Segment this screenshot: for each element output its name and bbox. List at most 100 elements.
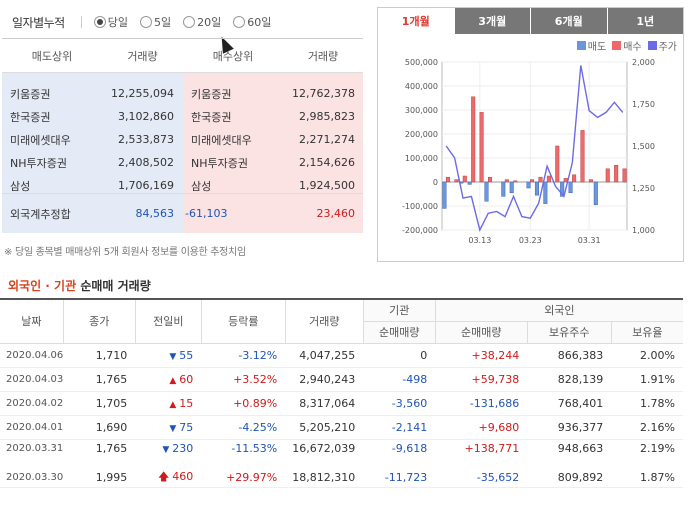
cell-frg-hold: 866,383: [527, 343, 612, 368]
cell-change: 55: [135, 343, 202, 368]
cell-frg-hold: 828,139: [527, 367, 612, 392]
cell-rate: -11.53%: [201, 439, 286, 464]
cell-volume: 8,317,064: [285, 391, 364, 416]
cell-inst-net: -2,141: [363, 415, 436, 440]
tab-1year[interactable]: 1년: [606, 8, 683, 34]
cumulative-title: 일자별누적: [12, 15, 65, 30]
cell-change: 230: [135, 439, 202, 464]
cell-frg-net: -131,686: [435, 391, 528, 416]
buy-bar: [454, 179, 459, 183]
sell-bar: [560, 181, 565, 197]
sell-bar: [467, 181, 472, 185]
cell-change: 15: [135, 391, 202, 416]
cell-volume: 2,940,243: [285, 367, 364, 392]
cell-rate: +3.52%: [201, 367, 286, 392]
cell-frg-ratio: 2.16%: [611, 415, 683, 440]
tab-1month[interactable]: 1개월: [378, 8, 454, 34]
list-item: NH투자증권 2,154,626: [191, 156, 355, 170]
sell-bar: [534, 181, 539, 196]
cell-rate: -4.25%: [201, 415, 286, 440]
cell-inst-net: -3,560: [363, 391, 436, 416]
cell-frg-net: -35,652: [435, 463, 528, 488]
buy-bar: [513, 180, 518, 183]
cell-frg-net: +9,680: [435, 415, 528, 440]
y-right-tick-label: 1,000: [632, 226, 655, 235]
cell-volume: 18,812,310: [285, 463, 364, 488]
broker-ranking-table: 매도상위 거래량 매수상위 거래량 키움증권 12,255,094 한국증권 3,1…: [2, 38, 363, 234]
th-change: 전일비: [134, 299, 202, 344]
cell-close: 1,705: [63, 391, 136, 416]
cell-rate: +29.97%: [201, 463, 286, 488]
header-sell-top: 매도상위: [31, 49, 73, 63]
y-left-tick-label: 200,000: [405, 130, 438, 139]
cell-close: 1,690: [63, 415, 136, 440]
buy-bar: [462, 175, 467, 183]
th-inst-net: 순매매량: [362, 321, 436, 344]
radio-20day[interactable]: 20일: [183, 14, 221, 30]
header-sell-volume: 거래량: [127, 49, 158, 63]
buy-bar: [614, 164, 619, 183]
cell-frg-ratio: 2.00%: [611, 343, 683, 368]
cell-date: 2020.04.06: [0, 343, 64, 368]
cell-change: 460: [135, 463, 202, 488]
sell-bar: [526, 181, 531, 189]
cell-frg-net: +138,771: [435, 439, 528, 464]
sell-bar: [509, 181, 514, 194]
radio-dot-icon: [93, 16, 106, 28]
section-title: 외국인 · 기관 순매매 거래량: [8, 279, 151, 293]
y-left-tick-label: 0: [433, 178, 438, 187]
header-buy-top: 매수상위: [212, 49, 254, 63]
th-foreign: 외국인: [434, 299, 683, 322]
y-left-tick-label: 400,000: [405, 82, 438, 91]
buy-bar: [445, 176, 450, 183]
buy-bar: [479, 112, 484, 183]
foreign-buy: 23,460: [316, 207, 356, 220]
plot-area: [441, 61, 628, 231]
list-item: 키움증권 12,762,378: [191, 87, 355, 101]
cell-date: 2020.04.03: [0, 367, 64, 392]
tab-6month[interactable]: 6개월: [530, 8, 607, 34]
buy-bar: [580, 130, 585, 183]
y-left-tick-label: 300,000: [405, 106, 438, 115]
th-frg-ratio: 보유율: [610, 321, 683, 344]
cell-date: 2020.04.02: [0, 391, 64, 416]
radio-5day[interactable]: 5일: [139, 14, 171, 30]
buy-bar: [530, 179, 535, 183]
th-frg-net: 순매매량: [434, 321, 528, 344]
cell-close: 1,710: [63, 343, 136, 368]
table-row: 2020.03.311,765230-11.53%16,672,039-9,61…: [0, 439, 683, 464]
list-item: 미래에셋대우 2,271,274: [191, 133, 355, 147]
tab-3month[interactable]: 3개월: [453, 8, 530, 34]
cell-volume: 5,205,210: [285, 415, 364, 440]
table-row: 2020.04.021,70515+0.89%8,317,064-3,560-1…: [0, 391, 683, 416]
th-volume: 거래량: [284, 299, 364, 344]
cell-frg-ratio: 2.19%: [611, 439, 683, 464]
radio-dot-icon: [183, 16, 196, 28]
cell-frg-ratio: 1.87%: [611, 463, 683, 488]
divider: [80, 16, 82, 28]
list-item: 미래에셋대우 2,533,873: [10, 133, 174, 147]
cell-frg-ratio: 1.91%: [611, 367, 683, 392]
cell-close: 1,995: [63, 463, 136, 488]
cell-frg-hold: 809,892: [527, 463, 612, 488]
y-right-tick-label: 1,750: [632, 100, 655, 109]
cell-frg-hold: 936,377: [527, 415, 612, 440]
foreign-label: 외국계추정합: [10, 207, 71, 221]
chart-legend: 매도 매수 주가: [571, 38, 677, 53]
cell-inst-net: -11,723: [363, 463, 436, 488]
net-trading-table: 날짜 종가 전일비 등락률 거래량 기관 외국인 순매매량 순매매량 보유주수 …: [0, 298, 683, 488]
buy-bar: [605, 168, 610, 183]
radio-60day[interactable]: 60일: [233, 14, 271, 30]
y-left-tick-label: -200,000: [402, 226, 438, 235]
radio-dot-icon: [139, 16, 152, 28]
radio-today[interactable]: 당일: [93, 14, 128, 30]
cell-inst-net: 0: [363, 343, 436, 368]
sell-bar: [442, 181, 447, 209]
y-right-tick-label: 1,250: [632, 184, 655, 193]
cell-change: 75: [135, 415, 202, 440]
cell-rate: -3.12%: [201, 343, 286, 368]
y-right-tick-label: 1,500: [632, 142, 655, 151]
cell-frg-ratio: 1.78%: [611, 391, 683, 416]
x-tick-label: 03.31: [578, 236, 601, 245]
sell-bar: [593, 181, 598, 206]
